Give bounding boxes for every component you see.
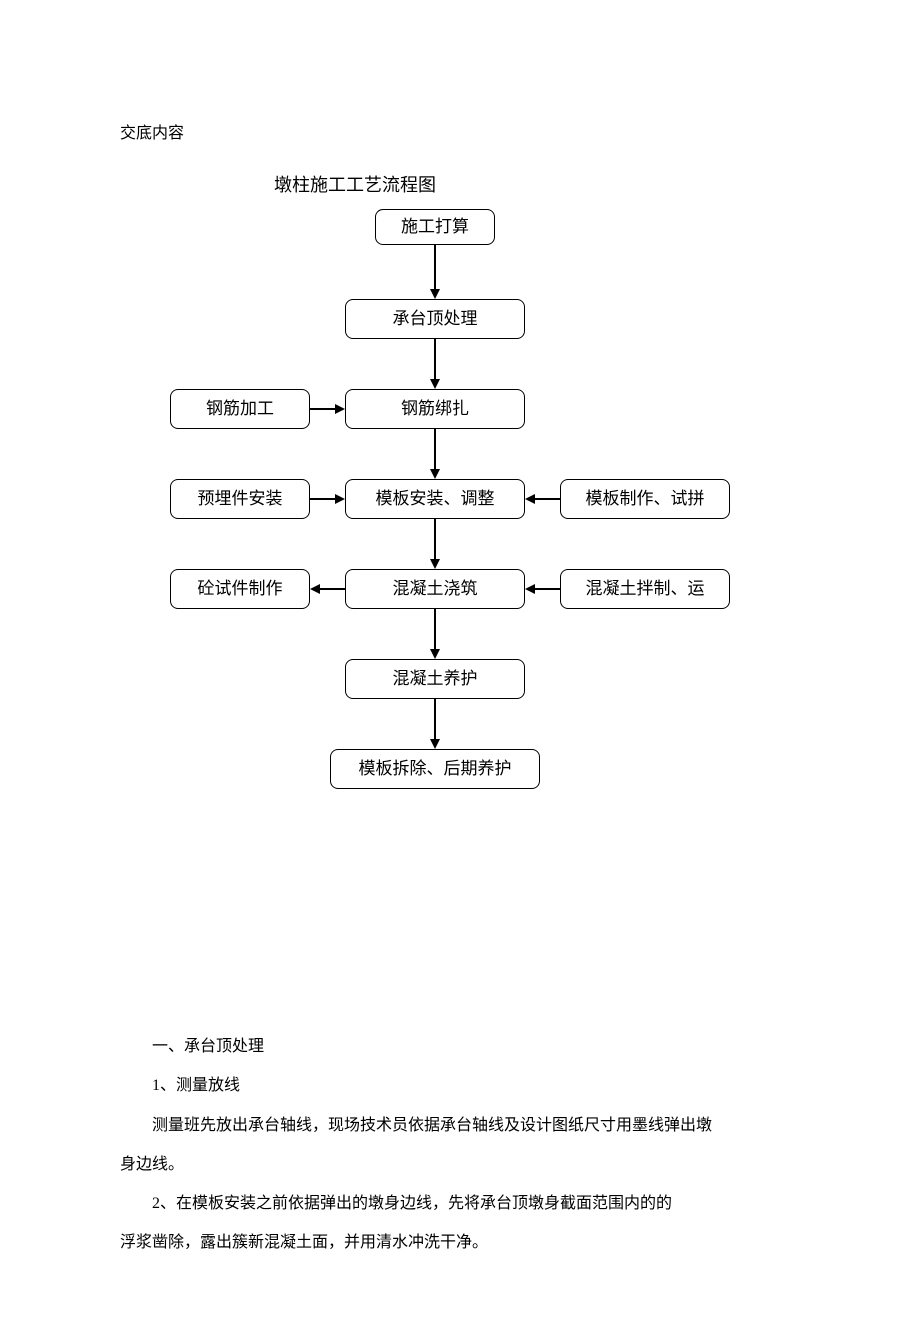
flowchart-node: 模板制作、试拼 bbox=[560, 479, 730, 519]
flowchart-node: 混凝土养护 bbox=[345, 659, 525, 699]
flowchart-arrowhead bbox=[335, 494, 345, 504]
flowchart-node: 混凝土浇筑 bbox=[345, 569, 525, 609]
flowchart-edge-line bbox=[434, 699, 436, 740]
flowchart-node: 混凝土拌制、运 bbox=[560, 569, 730, 609]
flowchart-arrowhead bbox=[525, 584, 535, 594]
flowchart-edge-line bbox=[434, 609, 436, 650]
flowchart-arrowhead bbox=[310, 584, 320, 594]
flowchart-node: 预埋件安装 bbox=[170, 479, 310, 519]
flowchart-title: 墩柱施工工艺流程图 bbox=[260, 169, 450, 201]
flowchart-arrowhead bbox=[430, 649, 440, 659]
body-paragraph: 2、在模板安装之前依据弹出的墩身边线，先将承台顶墩身截面范围内的的 bbox=[120, 1186, 800, 1221]
flowchart-node: 砼试件制作 bbox=[170, 569, 310, 609]
body-paragraph: 测量班先放出承台轴线，现场技术员依据承台轴线及设计图纸尺寸用墨线弹出墩 bbox=[120, 1108, 800, 1143]
flowchart-edge-line bbox=[310, 408, 336, 410]
flowchart-arrowhead bbox=[430, 379, 440, 389]
flowchart-arrowhead bbox=[430, 739, 440, 749]
body-paragraph: 身边线。 bbox=[120, 1147, 800, 1182]
flowchart-arrowhead bbox=[430, 289, 440, 299]
flowchart-edge-line bbox=[310, 498, 336, 500]
section-heading: 交底内容 bbox=[120, 120, 800, 149]
flowchart-edge-line bbox=[534, 588, 560, 590]
flowchart-node: 钢筋加工 bbox=[170, 389, 310, 429]
flowchart-node: 施工打算 bbox=[375, 209, 495, 245]
flowchart-arrowhead bbox=[430, 469, 440, 479]
flowchart-edge-line bbox=[434, 519, 436, 560]
flowchart-node: 钢筋绑扎 bbox=[345, 389, 525, 429]
body-text: 一、承台顶处理 1、测量放线测量班先放出承台轴线，现场技术员依据承台轴线及设计图纸… bbox=[120, 1029, 800, 1260]
flowchart-edge-line bbox=[534, 498, 560, 500]
flowchart-arrowhead bbox=[525, 494, 535, 504]
flowchart-arrowhead bbox=[335, 404, 345, 414]
flowchart-edge-line bbox=[434, 429, 436, 470]
flowchart-edge-line bbox=[319, 588, 345, 590]
flowchart-node: 承台顶处理 bbox=[345, 299, 525, 339]
flowchart-edge-line bbox=[434, 339, 436, 380]
body-paragraph: 浮浆凿除，露出簇新混凝土面，并用清水冲洗干净。 bbox=[120, 1225, 800, 1260]
flowchart-edge-line bbox=[434, 245, 436, 290]
body-paragraph: 1、测量放线 bbox=[120, 1068, 800, 1103]
body-paragraph: 一、承台顶处理 bbox=[120, 1029, 800, 1064]
flowchart-node: 模板安装、调整 bbox=[345, 479, 525, 519]
flowchart-node: 模板拆除、后期养护 bbox=[330, 749, 540, 789]
flowchart-container: 施工打算承台顶处理钢筋加工钢筋绑扎预埋件安装模板安装、调整模板制作、试拼砼试件制… bbox=[120, 209, 820, 829]
flowchart-arrowhead bbox=[430, 559, 440, 569]
